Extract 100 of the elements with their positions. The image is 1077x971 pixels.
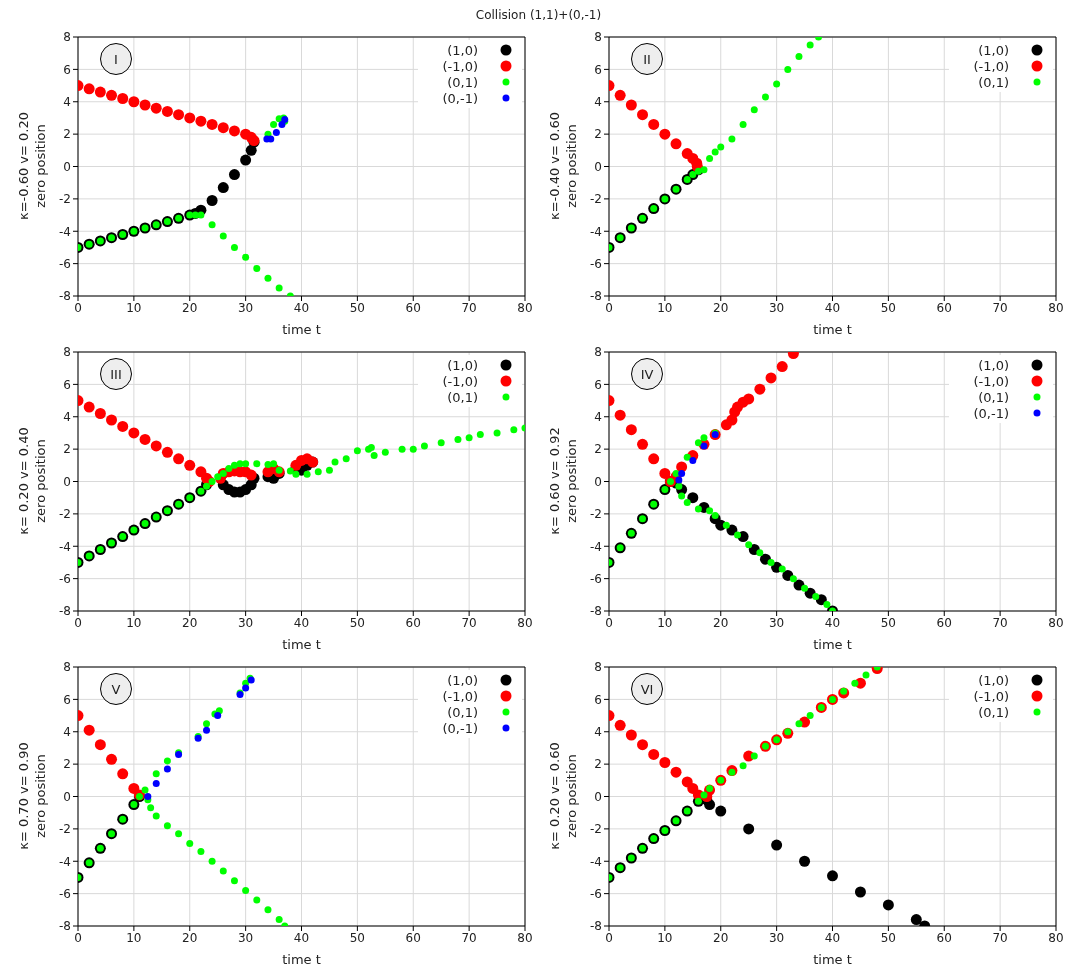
y-tick-label: -4 [59, 854, 71, 869]
point [648, 118, 660, 130]
x-tick-label: 50 [880, 930, 897, 945]
y-tick-label: 6 [63, 62, 71, 77]
point [152, 812, 160, 820]
legend-label: (1,0) [977, 672, 1009, 688]
x-tick-label: 50 [880, 615, 897, 630]
circle-badge: I [100, 43, 132, 75]
point [208, 221, 216, 229]
point [206, 194, 218, 206]
point [476, 431, 484, 439]
point [152, 770, 160, 778]
y-tick-label: 0 [594, 474, 602, 489]
point [275, 916, 283, 924]
x-tick-label: 20 [182, 300, 198, 315]
point [264, 461, 272, 468]
x-tick-label: 30 [237, 930, 254, 945]
legend-label: (0,-1) [972, 405, 1009, 421]
point [743, 393, 755, 405]
point [670, 766, 682, 778]
point [253, 896, 261, 904]
y-tick-label: -8 [590, 919, 602, 934]
point [795, 720, 803, 728]
point [700, 442, 708, 450]
x-tick-label: 70 [461, 930, 477, 945]
point [139, 433, 151, 445]
point [163, 765, 171, 773]
point [94, 86, 106, 98]
point [230, 877, 238, 885]
point [139, 99, 151, 111]
point [141, 786, 149, 794]
x-tick-label: 60 [405, 615, 421, 630]
point [264, 906, 272, 914]
point [152, 780, 160, 788]
y-tick-label: -8 [59, 919, 71, 934]
point [370, 452, 378, 460]
point [208, 478, 216, 485]
point [163, 757, 171, 765]
x-tick-label: 0 [605, 615, 613, 630]
x-tick-label: 50 [349, 300, 366, 315]
point [242, 684, 250, 692]
point [683, 499, 691, 507]
point [706, 154, 714, 162]
point [882, 899, 894, 911]
point [614, 409, 626, 421]
point [678, 492, 686, 500]
point [203, 720, 211, 728]
y-axis-title: κ= 0.70 v= 0.90 zero position [15, 741, 49, 852]
point [637, 438, 649, 450]
y-tick-label: 8 [594, 660, 602, 675]
y-tick-label: -4 [59, 539, 71, 554]
point [161, 446, 173, 458]
y-tick-label: -6 [590, 571, 602, 586]
point [711, 148, 719, 156]
point [161, 105, 173, 117]
point [675, 482, 683, 490]
x-tick-label: 60 [936, 615, 952, 630]
point [106, 753, 118, 765]
x-tick-label: 20 [182, 930, 198, 945]
y-tick-label: 6 [594, 62, 602, 77]
x-tick-label: 80 [517, 300, 533, 315]
point [409, 445, 417, 453]
legend-label: (-1,0) [972, 688, 1009, 704]
y-tick-label: 2 [63, 127, 71, 142]
y-tick-label: -4 [590, 854, 602, 869]
point [648, 748, 660, 760]
point [353, 447, 361, 455]
point [272, 129, 280, 137]
point [217, 182, 229, 194]
point [700, 434, 708, 442]
x-axis-title: time t [282, 637, 321, 652]
point [147, 804, 155, 812]
y-tick-label: 8 [594, 30, 602, 45]
point [230, 461, 238, 469]
x-axis-title: time t [282, 322, 321, 337]
point [625, 99, 637, 111]
x-tick-label: 50 [349, 615, 366, 630]
point [854, 886, 866, 898]
point [398, 445, 406, 453]
point [270, 460, 278, 468]
point [812, 592, 820, 600]
x-tick-label: 40 [293, 930, 310, 945]
x-tick-label: 10 [657, 615, 673, 630]
point [195, 115, 207, 127]
point [801, 584, 809, 592]
point [150, 440, 162, 452]
y-tick-label: -6 [59, 886, 71, 901]
y-tick-label: -6 [59, 571, 71, 586]
legend-label: (1,0) [446, 357, 478, 373]
annotation: VI [640, 681, 654, 697]
point [493, 429, 501, 437]
x-tick-label: 20 [182, 615, 198, 630]
point [173, 109, 185, 121]
y-tick-label: 4 [63, 95, 71, 110]
x-tick-label: 20 [713, 300, 729, 315]
point [670, 138, 682, 150]
point [128, 96, 140, 108]
point [743, 823, 755, 835]
point [778, 565, 786, 573]
point [765, 372, 777, 384]
